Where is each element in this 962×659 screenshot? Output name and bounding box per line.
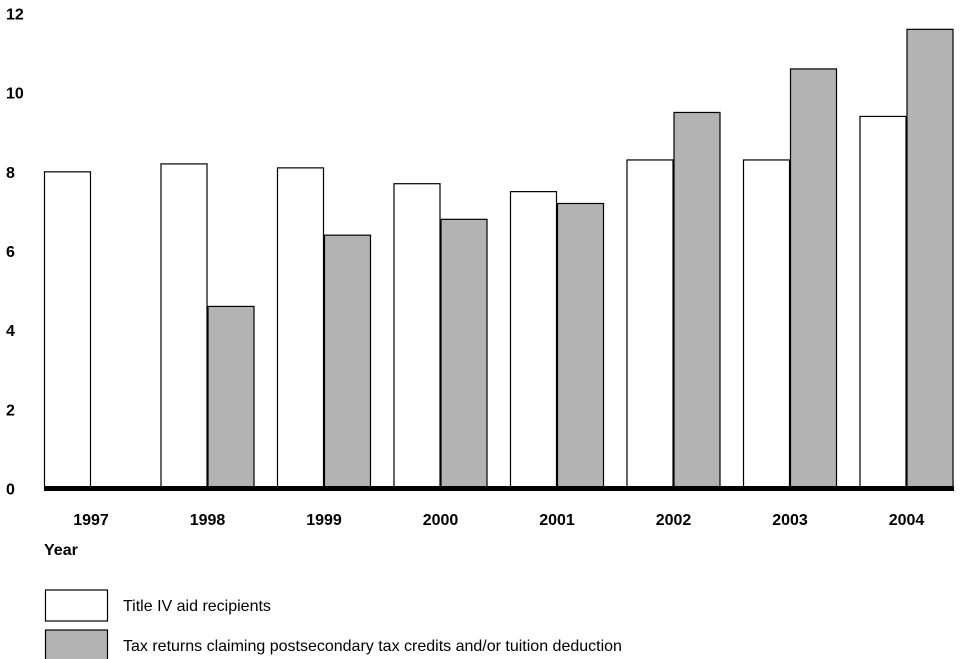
y-tick-label: 0 <box>6 482 15 499</box>
bar-tax-returns-2001 <box>556 202 605 490</box>
bar-tax-returns-2000 <box>440 218 488 490</box>
bar-tax-returns-1998 <box>207 305 255 490</box>
y-tick-label: 2 <box>6 402 15 419</box>
y-tick-label: 8 <box>6 165 15 182</box>
y-tick-label: 10 <box>6 86 24 103</box>
legend: Title IV aid recipients Tax returns claim… <box>44 589 622 659</box>
legend-label: Tax returns claiming postsecondary tax c… <box>123 638 622 655</box>
bar-title-iv-1998 <box>160 163 208 490</box>
y-tick-label: 6 <box>6 244 15 261</box>
x-tick-label: 1999 <box>306 512 342 529</box>
y-tick-label: 12 <box>6 7 24 24</box>
x-axis-ticks: 1997 1998 1999 2000 2001 2002 2003 2004 <box>73 512 924 529</box>
x-tick-label: 2003 <box>772 512 808 529</box>
bar-title-iv-2000 <box>393 183 441 490</box>
bar-tax-returns-1999 <box>323 234 372 490</box>
bars <box>43 28 954 490</box>
y-tick-label: 4 <box>6 323 15 340</box>
x-tick-label: 2001 <box>539 512 575 529</box>
bar-title-iv-2001 <box>509 191 558 490</box>
x-tick-label: 2000 <box>423 512 459 529</box>
bar-title-iv-2004 <box>859 115 907 490</box>
legend-swatch <box>44 629 109 659</box>
legend-swatch <box>44 589 109 622</box>
bar-title-iv-1999 <box>276 167 325 490</box>
bar-tax-returns-2004 <box>906 28 954 490</box>
bar-title-iv-2003 <box>742 159 791 490</box>
x-tick-label: 2004 <box>889 512 925 529</box>
x-tick-label: 1997 <box>73 512 109 529</box>
bar-tax-returns-2002 <box>673 111 721 490</box>
y-axis-ticks: 0 2 4 6 8 10 12 <box>6 7 24 499</box>
bar-title-iv-2002 <box>626 159 674 490</box>
bar-tax-returns-2003 <box>789 68 838 490</box>
x-axis-title: Year <box>44 542 78 559</box>
x-tick-label: 1998 <box>190 512 226 529</box>
legend-label: Title IV aid recipients <box>123 598 271 615</box>
x-axis-baseline <box>44 486 954 491</box>
x-tick-label: 2002 <box>656 512 692 529</box>
bar-title-iv-1997 <box>43 171 92 490</box>
